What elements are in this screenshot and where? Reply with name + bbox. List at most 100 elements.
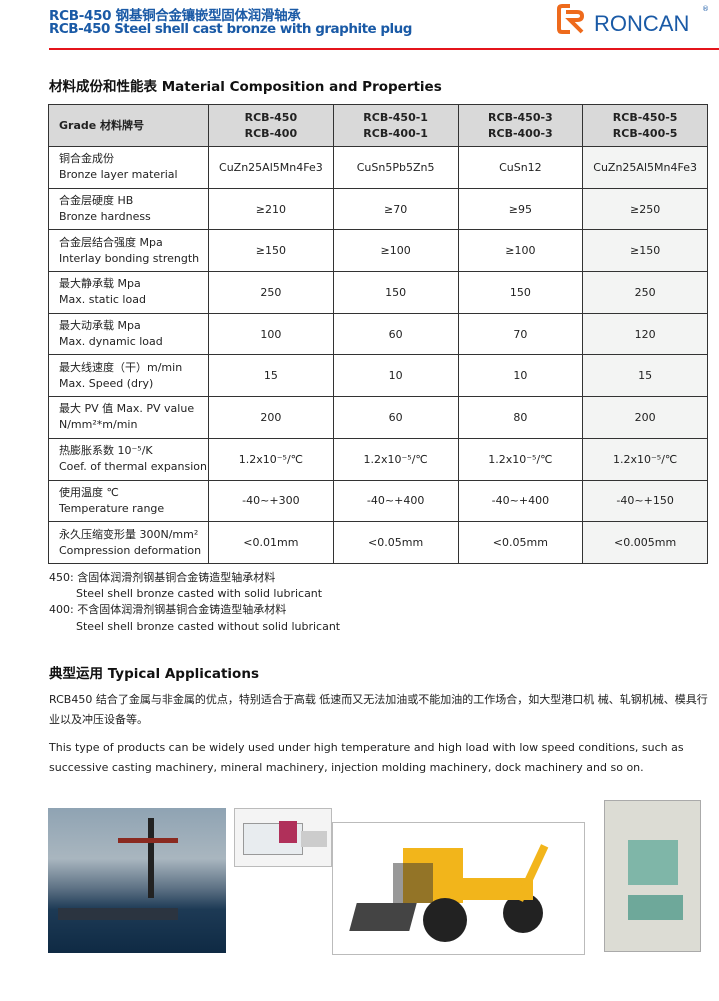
property-value: 100: [208, 312, 334, 356]
table-row: 最大静承载 Mpa Max. static load 250 150 150 250: [48, 271, 708, 314]
table-row: 永久压缩变形量 300N/mm² Compression deformation <…: [48, 521, 708, 564]
property-value: -40~+400: [457, 479, 584, 523]
title-en: RCB-450 Steel shell cast bronze with gra…: [49, 21, 412, 37]
property-label-cn: 最大静承载 Mpa: [59, 277, 141, 291]
property-value: 60: [332, 312, 459, 356]
applications-text-cn: RCB450 结合了金属与非金属的优点，特别适合于高载 低速而又无法加油或不能加…: [49, 693, 708, 726]
harbor-crane-photo: [48, 808, 226, 953]
property-value: 120: [582, 312, 708, 356]
property-label-en: Bronze layer material: [59, 168, 178, 182]
property-label: 使用温度 ℃ Temperature range: [48, 479, 209, 523]
property-label: 最大线速度（干）m/min Max. Speed (dry): [48, 354, 209, 398]
property-label-en: Max. static load: [59, 293, 146, 307]
grade-name: RCB-450-3: [488, 110, 553, 124]
property-label-en: Compression deformation: [59, 543, 202, 557]
note-400-en: Steel shell bronze casted without solid …: [76, 619, 341, 633]
property-value: ≥250: [582, 187, 708, 231]
property-value: CuZn25Al5Mn4Fe3: [208, 146, 334, 189]
header-divider: [49, 48, 719, 50]
property-value: 70: [457, 312, 584, 356]
table-row: 最大 PV 值 Max. PV value N/mm²*m/min 200 60 80 2…: [48, 396, 708, 439]
property-label-en: Max. dynamic load: [59, 335, 163, 349]
note-400-cn: 400: 不含固体润滑剂钢基铜合金铸造型轴承材料: [49, 603, 287, 617]
property-label: 热膨胀系数 10⁻⁵/K Coef. of thermal expansion: [48, 437, 209, 481]
property-value: 1.2x10⁻⁵/℃: [457, 437, 584, 481]
applications-text-en: This type of products can be widely used…: [49, 741, 684, 774]
grade-name: RCB-400-5: [612, 126, 678, 140]
notes: 450: 含固体润滑剂钢基铜合金铸造型轴承材料 Steel shell bron…: [49, 570, 340, 635]
property-value: <0.005mm: [582, 521, 708, 564]
property-value: ≥95: [457, 187, 584, 231]
property-value: ≥100: [332, 229, 459, 273]
section-title-applications: 典型运用 Typical Applications: [49, 666, 259, 682]
grade-column-header: RCB-450-3 RCB-400-3: [457, 104, 584, 147]
property-label-cn: 永久压缩变形量 300N/mm²: [59, 527, 199, 541]
roncan-logo: RONCAN ®: [556, 3, 716, 39]
property-value: 200: [582, 396, 708, 439]
grade-column-header: RCB-450-1 RCB-400-1: [332, 104, 459, 147]
grade-column-header: RCB-450-5 RCB-400-5: [582, 104, 708, 147]
section-title-properties: 材料成份和性能表 Material Composition and Proper…: [49, 79, 442, 95]
injection-molding-machine-photo: [234, 808, 332, 867]
property-value: CuSn12: [457, 146, 584, 189]
property-value: ≥150: [208, 229, 334, 273]
property-value: 60: [332, 396, 459, 439]
property-label-cn: 合金层硬度 HB: [59, 194, 134, 208]
table-row: 最大动承载 Mpa Max. dynamic load 100 60 70 120: [48, 312, 708, 356]
property-label-cn: 热膨胀系数 10⁻⁵/K: [59, 444, 153, 458]
property-label-cn: 使用温度 ℃: [59, 485, 119, 499]
punch-press-photo: [598, 795, 707, 958]
grade-column-header: RCB-450 RCB-400: [208, 104, 334, 147]
property-value: ≥100: [457, 229, 584, 273]
note-450-cn: 450: 含固体润滑剂钢基铜合金铸造型轴承材料: [49, 571, 276, 584]
property-value: CuSn5Pb5Zn5: [332, 146, 459, 189]
property-value: -40~+300: [208, 479, 334, 523]
property-label-en: Coef. of thermal expansion: [59, 460, 208, 474]
property-value: 150: [332, 271, 459, 314]
property-label: 永久压缩变形量 300N/mm² Compression deformation: [48, 521, 209, 564]
property-value: <0.05mm: [457, 521, 584, 564]
property-label-en: Bronze hardness: [59, 210, 151, 224]
property-value: 15: [582, 354, 708, 398]
logo-text: RONCAN: [594, 11, 690, 36]
property-value: 1.2x10⁻⁵/℃: [582, 437, 708, 481]
property-value: <0.05mm: [332, 521, 459, 564]
property-label: 最大静承载 Mpa Max. static load: [48, 271, 209, 314]
grade-name: RCB-450: [244, 110, 298, 124]
property-label-cn: 最大线速度（干）m/min: [59, 360, 183, 374]
grade-name: RCB-400-1: [363, 126, 428, 140]
property-label: 最大 PV 值 Max. PV value N/mm²*m/min: [48, 396, 209, 439]
logo-mark-icon: [557, 3, 585, 34]
grade-name: RCB-400: [244, 126, 298, 140]
property-value: 250: [582, 271, 708, 314]
backhoe-loader-photo: [332, 822, 585, 955]
table-row: 铜合金成份 Bronze layer material CuZn25Al5Mn4Fe…: [48, 146, 708, 189]
property-value: 80: [457, 396, 584, 439]
property-value: -40~+150: [582, 479, 708, 523]
property-label: 合金层硬度 HB Bronze hardness: [48, 187, 209, 231]
property-label: 铜合金成份 Bronze layer material: [48, 146, 209, 189]
grade-name: RCB-400-3: [488, 126, 553, 140]
property-value: <0.01mm: [208, 521, 334, 564]
property-value: 1.2x10⁻⁵/℃: [208, 437, 334, 481]
property-value: 250: [208, 271, 334, 314]
property-value: 1.2x10⁻⁵/℃: [332, 437, 459, 481]
property-value: ≥150: [582, 229, 708, 273]
property-value: 200: [208, 396, 334, 439]
property-value: ≥70: [332, 187, 459, 231]
property-label-en: Max. Speed (dry): [59, 376, 154, 390]
registered-mark: ®: [702, 5, 709, 13]
property-value: 10: [332, 354, 459, 398]
property-label-cn: 铜合金成份: [59, 152, 114, 166]
property-value: CuZn25Al5Mn4Fe3: [582, 146, 708, 189]
property-label: 最大动承载 Mpa Max. dynamic load: [48, 312, 209, 356]
grade-header: Grade 材料牌号: [48, 104, 209, 147]
grade-name: RCB-450-1: [363, 110, 428, 124]
property-label-en: Interlay bonding strength: [59, 251, 200, 265]
property-value: 15: [208, 354, 334, 398]
table-row: 合金层硬度 HB Bronze hardness ≥210 ≥70 ≥95 ≥250: [48, 187, 708, 231]
property-value: 10: [457, 354, 584, 398]
property-value: -40~+400: [332, 479, 459, 523]
property-label-cn: 最大动承载 Mpa: [59, 319, 141, 333]
table-row: 热膨胀系数 10⁻⁵/K Coef. of thermal expansion 1.…: [48, 437, 708, 481]
